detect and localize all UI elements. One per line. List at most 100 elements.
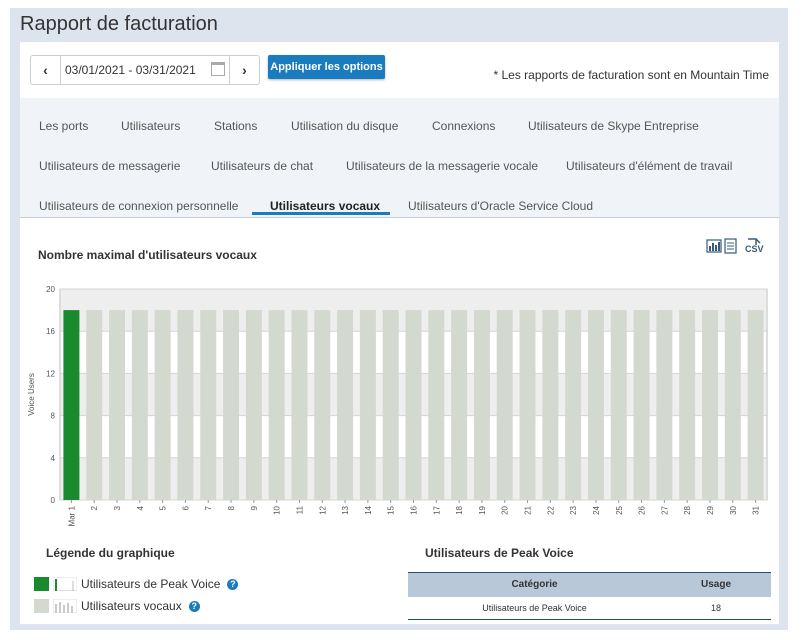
chevron-left-icon: ‹	[43, 62, 48, 78]
y-tick-label: 20	[46, 285, 55, 294]
x-tick-label: 2	[90, 505, 99, 510]
x-tick-label: 18	[455, 505, 464, 514]
x-tick-label: 21	[524, 505, 533, 514]
tab-work-item-users[interactable]: Utilisateurs d'élément de travail	[566, 159, 733, 173]
bar	[86, 310, 103, 500]
x-tick-label: 5	[159, 505, 168, 510]
x-tick-label: 22	[546, 505, 555, 514]
bar	[268, 310, 285, 500]
x-tick-label: 7	[204, 505, 213, 510]
bar	[496, 310, 513, 500]
bar	[314, 310, 331, 500]
chart-view-toggle-icon[interactable]	[706, 238, 742, 254]
chart-title: Nombre maximal d'utilisateurs vocaux	[38, 248, 257, 262]
csv-label: CSV	[745, 244, 764, 254]
apply-options-button[interactable]: Appliquer les options	[268, 55, 385, 79]
x-tick-label: 19	[478, 505, 487, 514]
help-icon[interactable]: ?	[188, 600, 200, 612]
x-tick-label: Mar 1	[67, 505, 76, 526]
bar	[633, 310, 650, 500]
date-range-picker[interactable]: ‹ 03/01/2021 - 03/31/2021 ›	[30, 55, 260, 85]
legend-label-voice: Utilisateurs vocaux	[81, 599, 182, 613]
bar	[223, 310, 240, 500]
y-tick-label: 16	[46, 327, 55, 336]
tab-ports[interactable]: Les ports	[39, 119, 89, 133]
legend-item-voice: Utilisateurs vocaux?	[34, 599, 200, 613]
bar	[359, 310, 376, 500]
legend-title: Légende du graphique	[46, 546, 175, 560]
column-header-usage[interactable]: Usage	[661, 572, 771, 597]
legend-item-peak: Utilisateurs de Peak Voice?	[34, 577, 239, 591]
help-icon[interactable]: ?	[227, 578, 239, 590]
report-tabs: Les ports Utilisateurs Stations Utilisat…	[20, 98, 779, 218]
tab-messaging-users[interactable]: Utilisateurs de messagerie	[39, 159, 181, 173]
bar	[610, 310, 627, 500]
x-tick-label: 17	[432, 505, 441, 514]
report-panel: ‹ 03/01/2021 - 03/31/2021 › Appliquer le…	[20, 42, 779, 624]
x-tick-label: 27	[660, 505, 669, 514]
next-period-button[interactable]: ›	[229, 56, 259, 84]
bar	[200, 310, 217, 500]
timezone-note: * Les rapports de facturation sont en Mo…	[493, 68, 770, 82]
legend-label-peak: Utilisateurs de Peak Voice	[81, 577, 221, 591]
tab-users[interactable]: Utilisateurs	[121, 119, 181, 133]
bar	[587, 310, 604, 500]
x-tick-label: 3	[113, 505, 122, 510]
x-tick-label: 14	[364, 505, 373, 514]
tab-oracle-service-cloud-users[interactable]: Utilisateurs d'Oracle Service Cloud	[408, 199, 594, 213]
bar	[428, 310, 445, 500]
y-tick-label: 12	[46, 369, 55, 378]
x-tick-label: 15	[387, 505, 396, 514]
date-range-text[interactable]: 03/01/2021 - 03/31/2021	[65, 63, 196, 77]
bar	[405, 310, 422, 500]
x-tick-label: 24	[592, 505, 601, 514]
bar	[701, 310, 718, 500]
x-tick-label: 6	[181, 505, 190, 510]
table-header-row: Catégorie Usage	[408, 572, 771, 597]
bar	[656, 310, 673, 500]
tab-personal-connection-users[interactable]: Utilisateurs de connexion personnelle	[39, 199, 239, 213]
bar	[337, 310, 354, 500]
bar	[724, 310, 741, 500]
tab-chat-users[interactable]: Utilisateurs de chat	[211, 159, 314, 173]
x-tick-label: 29	[706, 505, 715, 514]
bar	[679, 310, 696, 500]
x-tick-label: 26	[638, 505, 647, 514]
bar	[747, 310, 764, 500]
column-header-category[interactable]: Catégorie	[408, 572, 661, 597]
previous-period-button[interactable]: ‹	[31, 56, 61, 84]
tab-stations[interactable]: Stations	[214, 119, 258, 133]
table-cell-category: Utilisateurs de Peak Voice	[408, 596, 661, 620]
voice-sparkline-icon	[53, 599, 77, 613]
bar	[519, 310, 536, 500]
x-tick-label: 13	[341, 505, 350, 514]
bar	[565, 310, 582, 500]
x-tick-label: 23	[569, 505, 578, 514]
chevron-right-icon: ›	[242, 62, 247, 78]
tab-voicemail-users[interactable]: Utilisateurs de la messagerie vocale	[346, 159, 539, 173]
bar	[382, 310, 399, 500]
table-cell-usage: 18	[661, 596, 771, 620]
chart-toolbar: CSV	[706, 238, 764, 256]
csv-export-icon[interactable]: CSV	[744, 238, 764, 256]
y-tick-label: 0	[51, 496, 56, 505]
tab-skype-users[interactable]: Utilisateurs de Skype Entreprise	[528, 119, 699, 133]
bar	[154, 310, 171, 500]
x-tick-label: 8	[227, 505, 236, 510]
x-tick-label: 28	[683, 505, 692, 514]
calendar-icon[interactable]	[211, 62, 225, 76]
x-tick-label: 4	[136, 505, 145, 510]
x-tick-label: 11	[295, 505, 304, 514]
tab-connections[interactable]: Connexions	[432, 119, 496, 133]
tab-voice-users[interactable]: Utilisateurs vocaux	[270, 199, 381, 213]
x-tick-label: 9	[250, 505, 259, 510]
tab-disk-usage[interactable]: Utilisation du disque	[291, 119, 399, 133]
peak-table-title: Utilisateurs de Peak Voice	[425, 546, 574, 560]
bar	[291, 310, 308, 500]
x-tick-label: 12	[318, 505, 327, 514]
table-row: Utilisateurs de Peak Voice 18	[408, 596, 771, 620]
bar	[131, 310, 148, 500]
bar	[473, 310, 490, 500]
active-tab-indicator	[252, 212, 390, 215]
bar	[542, 310, 559, 500]
